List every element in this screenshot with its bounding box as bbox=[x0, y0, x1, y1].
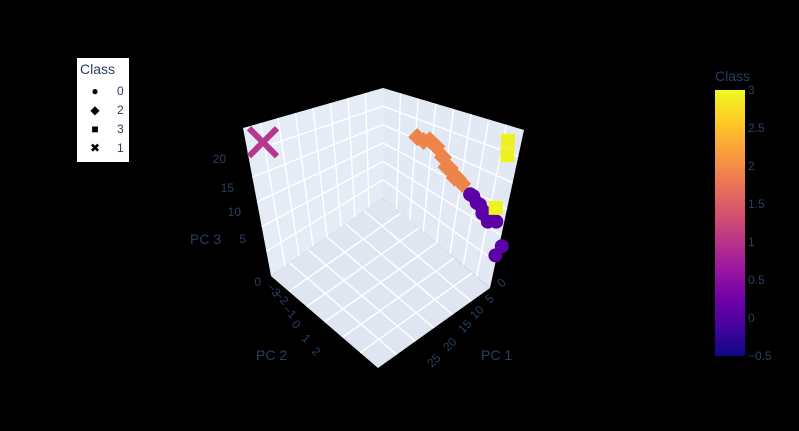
gridline-7 bbox=[294, 112, 314, 247]
axis-title-z: PC 3 bbox=[190, 231, 221, 247]
marker-class-3-0 bbox=[501, 133, 515, 148]
gridline-21 bbox=[382, 142, 508, 210]
y-tick-label: 1 bbox=[299, 331, 314, 346]
marker-class-0-10 bbox=[489, 214, 504, 229]
gridline-23 bbox=[382, 179, 497, 263]
colorbar bbox=[715, 90, 745, 356]
x-tick-label: 0 bbox=[494, 275, 509, 290]
colorbar-tick-label: 1 bbox=[748, 235, 755, 249]
axis-title-x: PC 1 bbox=[481, 347, 512, 363]
gridline-33 bbox=[359, 272, 473, 354]
z-tick-label: 5 bbox=[239, 232, 246, 246]
marker-class-3-2 bbox=[488, 200, 503, 215]
marker-class-1-0 bbox=[246, 126, 280, 159]
marker-class-3-1 bbox=[500, 148, 515, 163]
z-tick-label: 20 bbox=[213, 152, 227, 166]
legend-title: Class bbox=[80, 61, 116, 77]
z-tick-label: 0 bbox=[254, 275, 261, 289]
square-icon: ■ bbox=[91, 122, 99, 136]
legend-label-3: 3 bbox=[117, 122, 124, 136]
x-icon: ✖ bbox=[89, 141, 101, 155]
data-markers bbox=[246, 126, 515, 263]
gridline-19 bbox=[382, 105, 519, 157]
legend[interactable]: Class ● 0 ◆ 2 ■ 3 ✖ 1 bbox=[77, 58, 129, 162]
x-tick-label: 25 bbox=[424, 351, 444, 371]
legend-item-3[interactable]: ■ 3 bbox=[89, 122, 123, 138]
marker-class-0-12 bbox=[488, 248, 503, 263]
marker-class-2-8 bbox=[437, 158, 456, 177]
legend-item-1[interactable]: ✖ 1 bbox=[89, 141, 124, 157]
legend-item-2[interactable]: ◆ 2 bbox=[89, 103, 123, 119]
colorbar-tick-label: 2 bbox=[748, 159, 755, 173]
gridline-30 bbox=[306, 227, 420, 308]
z-tick-label: 10 bbox=[228, 205, 242, 219]
legend-label-1: 1 bbox=[117, 141, 124, 155]
colorbar-tick-label: 0.5 bbox=[748, 273, 765, 287]
colorbar-tick-label: 2.5 bbox=[748, 121, 765, 135]
colorbar-tick-label: 3 bbox=[748, 83, 755, 97]
x-tick-label: 20 bbox=[440, 335, 460, 355]
colorbar-tick-label: −0.5 bbox=[748, 349, 772, 363]
marker-class-2-9 bbox=[445, 168, 464, 187]
circle-icon: ● bbox=[91, 84, 99, 98]
colorbar-tick-label: 0 bbox=[748, 311, 755, 325]
legend-label-2: 2 bbox=[117, 103, 124, 117]
colorbar-title: Class bbox=[715, 68, 751, 84]
gridline-32 bbox=[341, 257, 455, 338]
gridline-9 bbox=[329, 102, 342, 228]
legend-label-0: 0 bbox=[117, 84, 124, 98]
gridline-29 bbox=[288, 212, 402, 292]
z-tick-label: 15 bbox=[221, 181, 235, 195]
legend-item-0[interactable]: ● 0 bbox=[89, 84, 123, 100]
gridline-8 bbox=[312, 107, 328, 238]
diamond-icon: ◆ bbox=[90, 103, 100, 117]
gridline-11 bbox=[364, 92, 370, 208]
x-tick-label: 15 bbox=[455, 317, 475, 337]
x-tick-label: 10 bbox=[467, 303, 487, 323]
gridline-10 bbox=[347, 97, 356, 218]
axis-title-y: PC 2 bbox=[256, 347, 287, 363]
x-tick-label: 5 bbox=[482, 291, 497, 306]
gridline-6 bbox=[277, 117, 300, 257]
y-tick-label: 2 bbox=[309, 344, 324, 359]
colorbar-tick-label: 1.5 bbox=[748, 197, 765, 211]
gridline-31 bbox=[324, 242, 437, 323]
